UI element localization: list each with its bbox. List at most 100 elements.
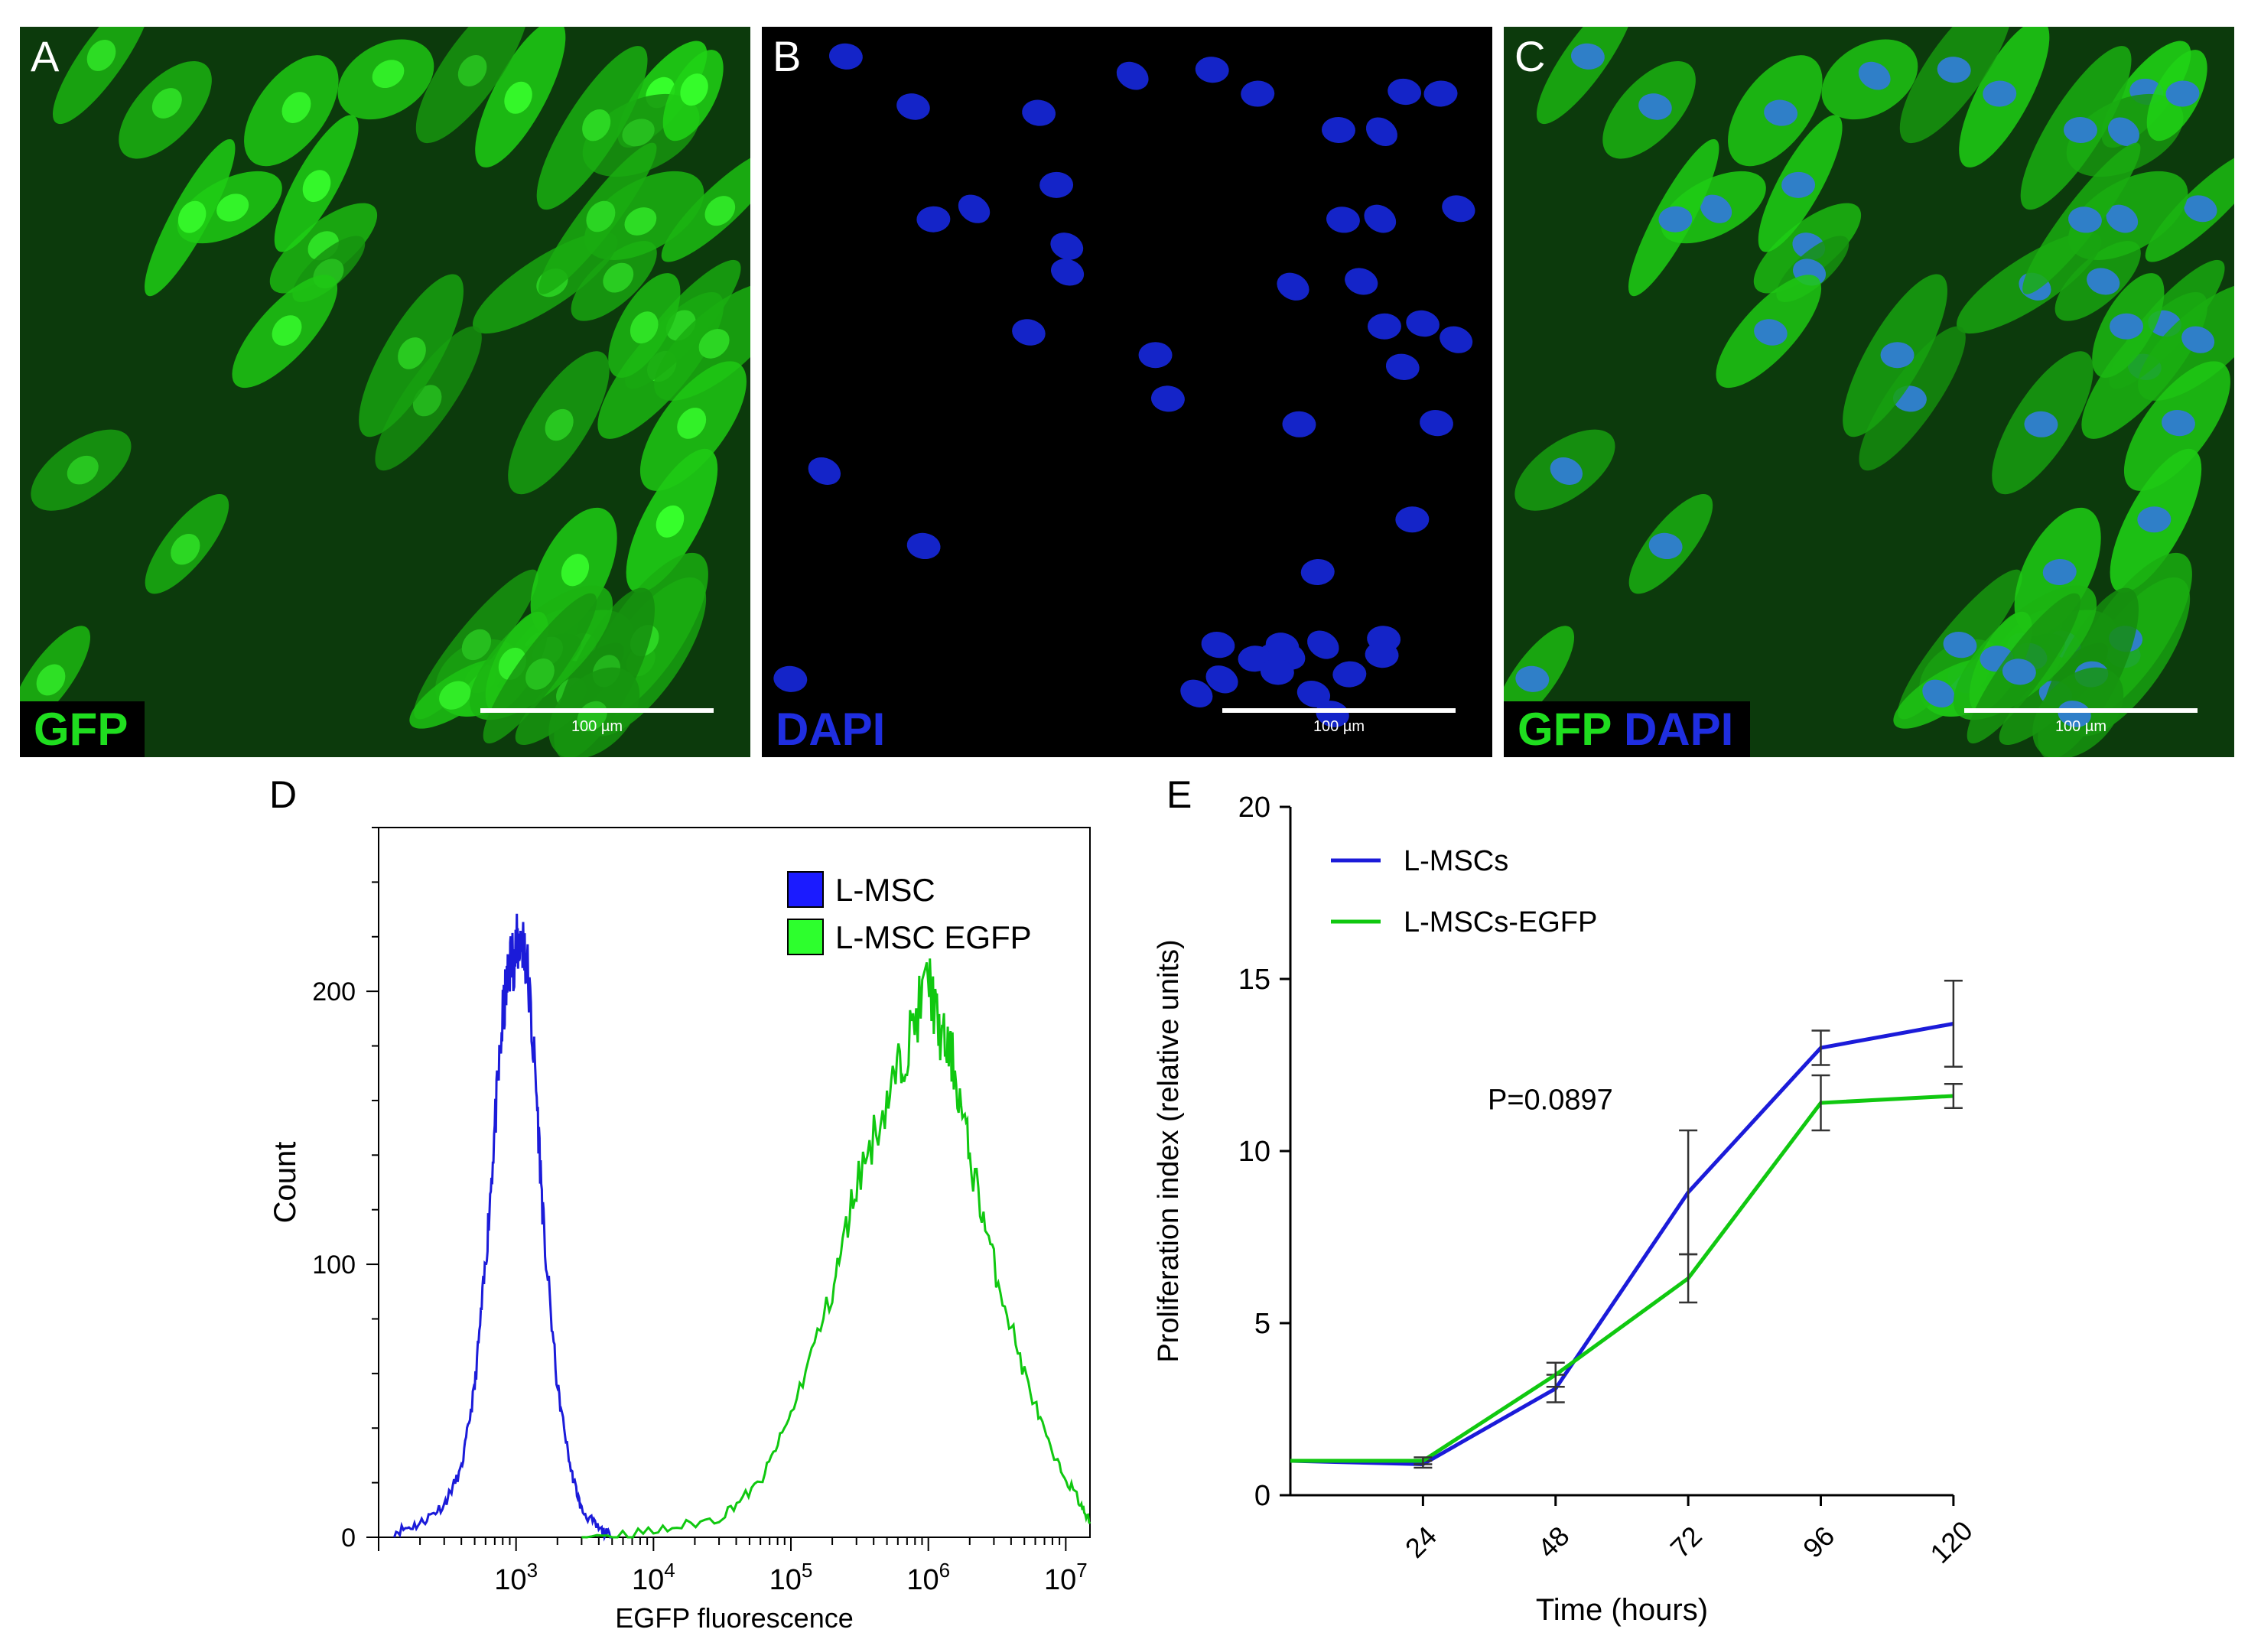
merged-nucleus <box>2165 80 2200 107</box>
merged-nucleus <box>2181 326 2215 353</box>
gfp-micrograph <box>20 27 750 757</box>
p-value-annotation: P=0.0897 <box>1488 1085 1613 1117</box>
merged-nucleus <box>1515 665 1550 692</box>
dapi-nucleus <box>1180 679 1213 707</box>
dapi-nucleus <box>1050 233 1084 260</box>
x-axis-label: Time (hours) <box>1536 1593 1708 1627</box>
dapi-nucleus <box>1241 80 1275 107</box>
cell-nucleus <box>561 554 590 587</box>
error-bar-l-mscs <box>1811 1029 1830 1066</box>
cell-nucleus <box>630 311 659 344</box>
micrograph-panel-c: C 100 µm GFP DAPI <box>1504 27 2234 757</box>
y-tick-label: 20 <box>1238 792 1270 824</box>
merged-nucleus <box>1754 319 1788 346</box>
dapi-nucleus <box>896 93 930 120</box>
cell-nucleus <box>461 629 492 661</box>
panel-letter-d: D <box>269 773 298 816</box>
scale-bar-a <box>480 708 714 713</box>
dapi-nucleus <box>1205 665 1238 694</box>
merged-nucleus <box>1983 80 2017 107</box>
y-tick-label: 15 <box>1238 964 1270 996</box>
legend-swatch-l-msc-egfp <box>787 919 824 955</box>
error-bar-l-mscs-egfp <box>1679 1253 1698 1304</box>
cell-nucleus <box>281 92 311 123</box>
merged-nucleus <box>2087 268 2120 295</box>
dapi-nucleus <box>808 457 841 485</box>
cell-nucleus <box>86 39 116 71</box>
merged-nucleus <box>2058 701 2091 727</box>
dapi-nucleus <box>1367 313 1401 340</box>
dapi-nucleus <box>773 665 808 692</box>
merged-nucleus <box>1943 631 1977 659</box>
dapi-nucleus <box>1138 342 1173 369</box>
merged-nucleus <box>1648 532 1683 560</box>
cell-nucleus <box>677 408 707 439</box>
merged-nucleus <box>2106 204 2139 233</box>
histogram-series-l-msc <box>393 913 613 1542</box>
cell-nucleus <box>525 658 555 690</box>
merged-nucleus <box>1922 679 1955 707</box>
histogram-series-l-msc-egfp <box>581 958 1091 1539</box>
error-bar-l-mscs-egfp <box>1944 1083 1963 1109</box>
dapi-nucleus <box>1406 310 1440 337</box>
dapi-nucleus <box>1039 171 1074 198</box>
merged-nucleus <box>2162 410 2195 437</box>
scale-bar-c <box>1964 708 2198 713</box>
x-tick-label: 96 <box>1797 1520 1840 1564</box>
merged-nucleus <box>2042 558 2077 586</box>
error-bar-l-mscs-egfp <box>1811 1074 1830 1132</box>
error-bar-l-mscs <box>1944 980 1963 1068</box>
cell-nucleus <box>603 262 634 293</box>
y-tick-label: 5 <box>1254 1308 1270 1340</box>
merged-nucleus <box>1781 171 1816 198</box>
stain-label-dapi-c: DAPI <box>1623 704 1734 755</box>
stain-label-merge-c: GFP DAPI <box>1504 701 1751 757</box>
dapi-nucleus <box>1385 353 1420 380</box>
panel-letter-e: E <box>1166 773 1192 816</box>
merged-nucleus <box>2002 659 2036 685</box>
x-tick-label: 106 <box>906 1559 950 1596</box>
dapi-nucleus <box>1201 631 1235 659</box>
merged-nucleus <box>1880 342 1915 369</box>
cell-nucleus <box>216 193 249 222</box>
cell-nucleus <box>36 664 66 696</box>
legend-label: L-MSC EGFP <box>835 919 1032 955</box>
merged-nucleus <box>1937 57 1971 83</box>
scale-bar-label-a: 100 µm <box>571 718 623 735</box>
x-tick-label: 107 <box>1044 1559 1088 1596</box>
merged-nucleus <box>1550 457 1583 485</box>
y-tick-label: 10 <box>1238 1136 1270 1168</box>
merged-nucleus <box>1658 206 1693 233</box>
y-tick-label: 0 <box>1254 1480 1270 1512</box>
cell-nucleus <box>504 81 532 114</box>
merged-nucleus <box>1638 93 1672 120</box>
panel-letter-a: A <box>31 32 60 80</box>
dapi-nucleus <box>828 43 863 70</box>
dapi-nucleus <box>1365 117 1397 147</box>
legend-label: L-MSCs-EGFP <box>1404 906 1597 938</box>
cell-nucleus <box>151 88 182 119</box>
cell-nucleus <box>171 533 200 565</box>
cell-nucleus <box>656 505 685 538</box>
panel-letter-b: B <box>773 32 802 80</box>
dapi-nucleus <box>1051 259 1085 286</box>
x-tick-label: 24 <box>1399 1520 1443 1564</box>
dapi-nucleus <box>1300 558 1335 586</box>
dapi-nucleus <box>1423 80 1458 107</box>
dapi-nucleus <box>1195 57 1229 83</box>
dapi-nucleus <box>1364 204 1397 233</box>
legend-swatch-l-msc <box>787 871 824 908</box>
scale-bar-b <box>1222 708 1456 713</box>
cell-nucleus <box>372 60 405 89</box>
merged-nucleus <box>2137 506 2172 533</box>
dapi-nucleus <box>1420 410 1453 437</box>
x-tick-label: 120 <box>1924 1514 1978 1569</box>
cell-nucleus <box>704 196 736 226</box>
dapi-nucleus <box>1345 268 1378 295</box>
merged-nucleus <box>1858 61 1891 90</box>
micrograph-panel-a: A 100 µm GFP <box>20 27 750 757</box>
dapi-nucleus <box>1260 659 1294 685</box>
merged-nucleus <box>2068 206 2102 233</box>
merged-nucleus <box>2024 411 2058 437</box>
dapi-nucleus <box>1307 630 1339 659</box>
